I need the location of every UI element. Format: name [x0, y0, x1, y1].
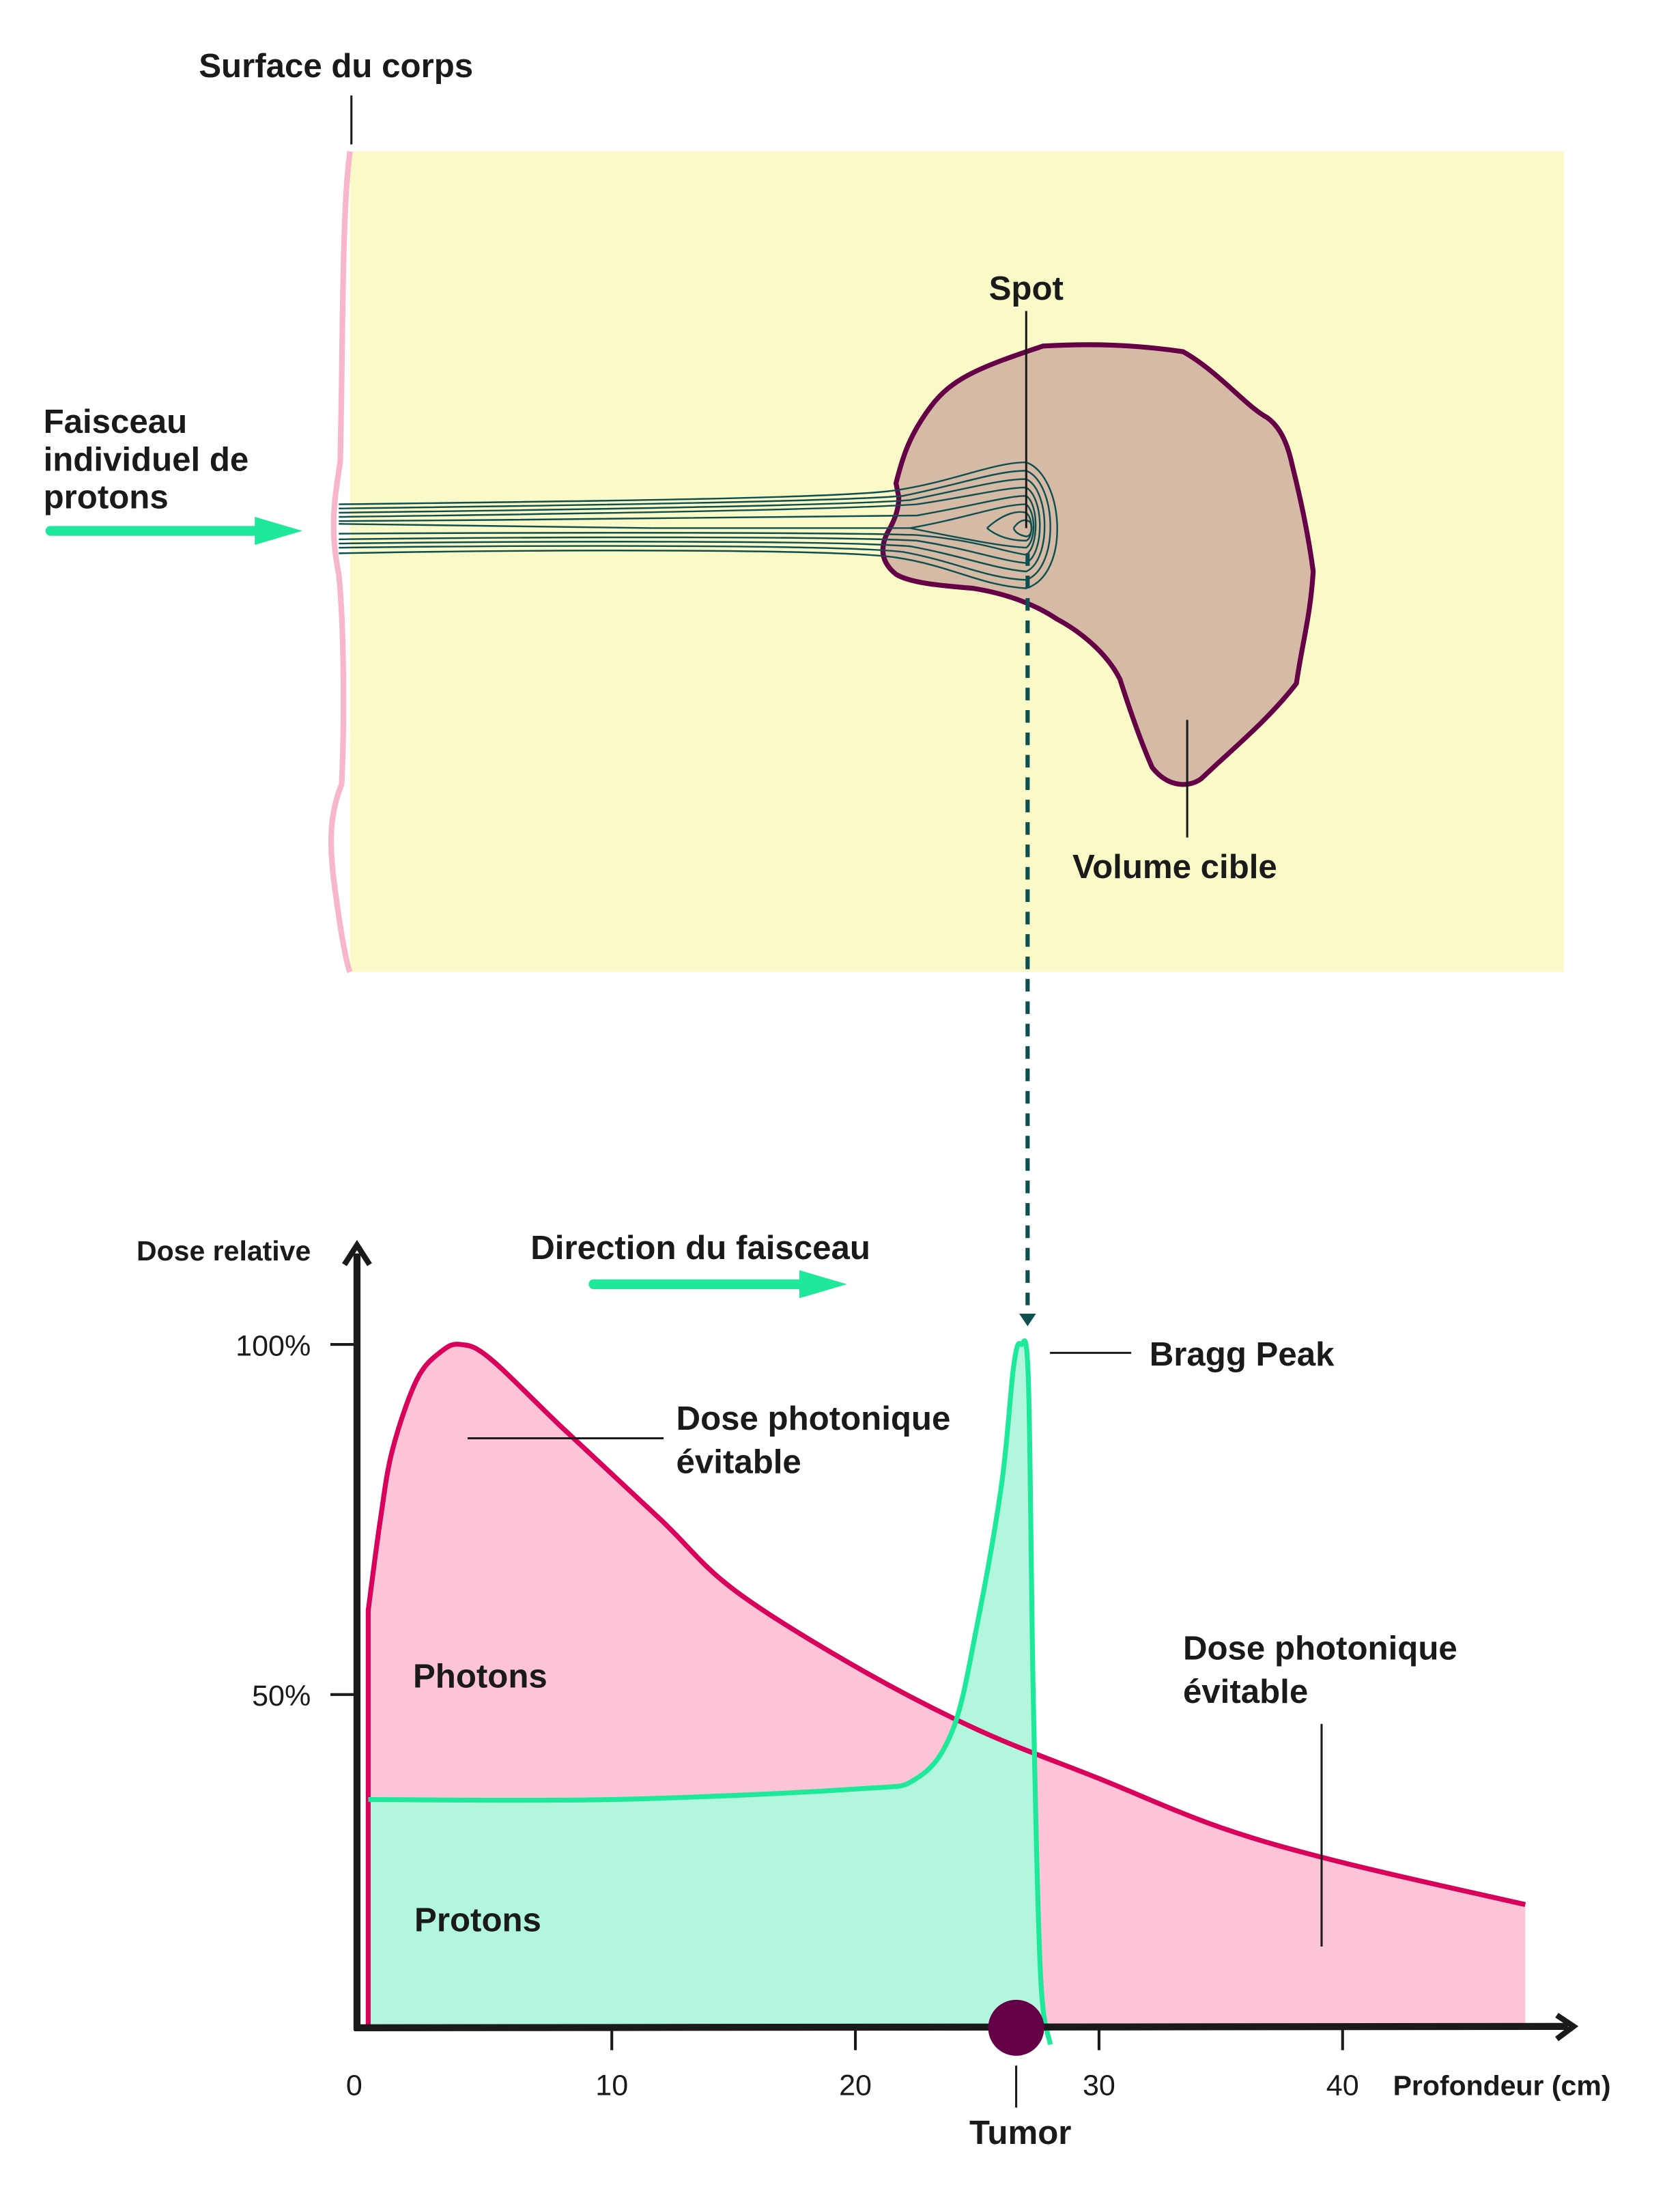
x-tick-label: 30	[1083, 2069, 1115, 2102]
x-tick-label: 40	[1326, 2069, 1359, 2102]
spot-label: Spot	[989, 270, 1064, 307]
protons-label: Protons	[414, 1901, 541, 1938]
y-tick-label: 50%	[252, 1680, 311, 1712]
x-axis	[354, 2022, 1568, 2032]
tumor-label: Tumor	[969, 2114, 1071, 2151]
protons-curve	[368, 1338, 1053, 2046]
beam-arrow-icon	[45, 517, 302, 546]
proton-beam-lines	[339, 461, 1058, 589]
y-axis-arrow-icon	[342, 1239, 372, 1267]
x-axis-arrow-icon	[1555, 2013, 1579, 2042]
dose-chart	[365, 1338, 1526, 2046]
avoidable-dose-label-1: Dose photonique évitable	[677, 1400, 960, 1481]
surface-label: Surface du corps	[199, 47, 473, 85]
connector-arrowhead-icon	[1019, 1313, 1036, 1327]
target-volume	[880, 342, 1316, 787]
beam-label: Faisceau individuel de protons	[44, 403, 258, 516]
y-axis-label: Dose relative	[137, 1235, 311, 1267]
tumor-marker	[988, 1999, 1044, 2056]
protons-area	[368, 1340, 1051, 2045]
avoidable-dose-label-2: Dose photonique évitable	[1183, 1630, 1466, 1711]
photons-label: Photons	[413, 1658, 547, 1695]
x-axis-label: Profondeur (cm)	[1393, 2070, 1611, 2101]
target-label: Volume cible	[1072, 848, 1277, 886]
y-tick-label: 100%	[236, 1329, 311, 1362]
direction-label: Direction du faisceau	[530, 1229, 870, 1267]
x-tick-label: 0	[346, 2069, 362, 2102]
x-tick-label: 20	[839, 2069, 872, 2102]
bragg-peak-label: Bragg Peak	[1150, 1336, 1335, 1373]
direction-arrow-icon	[588, 1270, 847, 1299]
body-surface-line	[328, 151, 353, 974]
photons-curve	[365, 1342, 1526, 2028]
x-tick-label: 10	[595, 2069, 628, 2102]
